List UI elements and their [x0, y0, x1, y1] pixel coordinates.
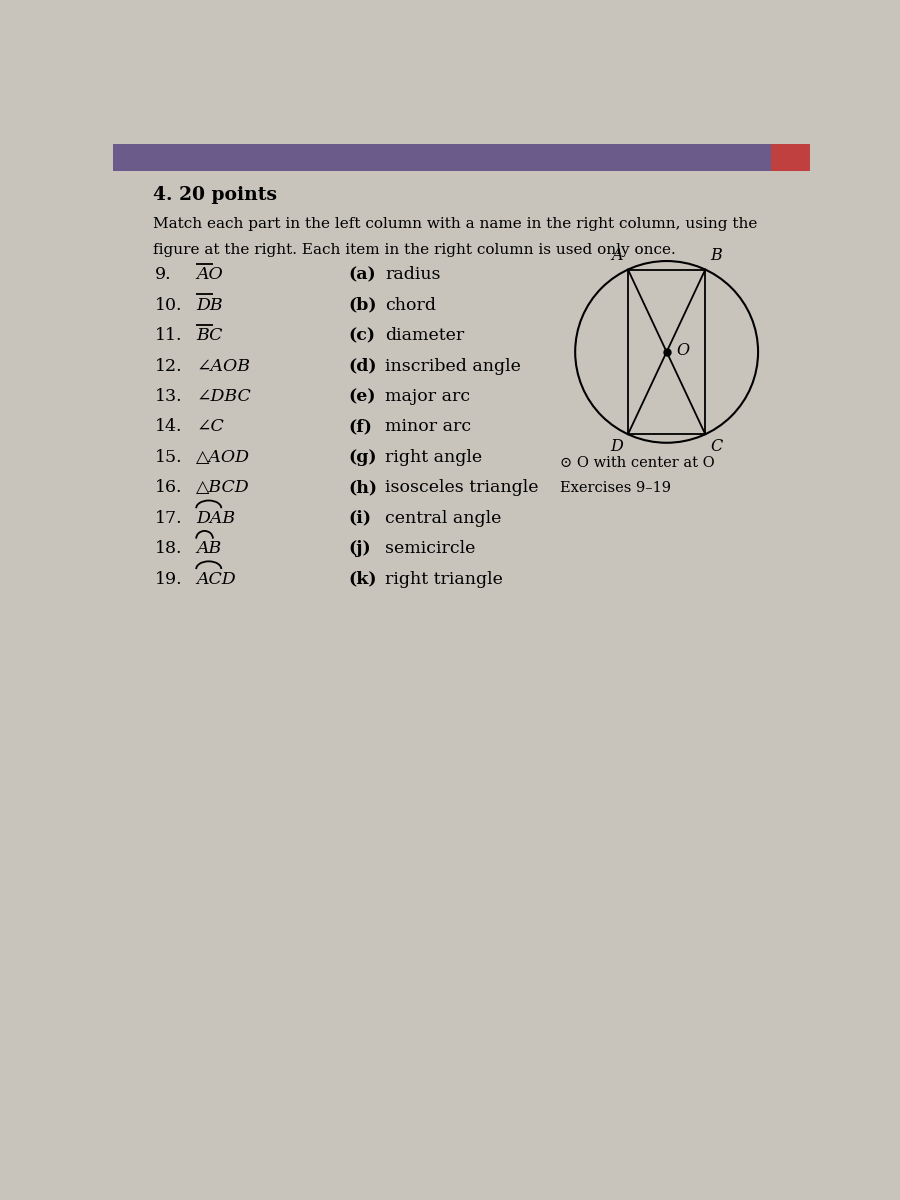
Text: Match each part in the left column with a name in the right column, using the: Match each part in the left column with …	[153, 217, 757, 232]
Text: ⊙ O with center at O: ⊙ O with center at O	[561, 456, 716, 470]
Text: right angle: right angle	[385, 449, 482, 466]
Text: chord: chord	[385, 296, 436, 314]
Bar	[112, 137, 810, 170]
Text: 4. 20 points: 4. 20 points	[153, 186, 277, 204]
Text: 10.: 10.	[155, 296, 183, 314]
Text: BC: BC	[196, 328, 222, 344]
Text: 13.: 13.	[155, 388, 183, 406]
Text: (c): (c)	[349, 328, 376, 344]
Text: 16.: 16.	[155, 479, 183, 497]
Text: △AOD: △AOD	[196, 449, 250, 466]
Text: △BCD: △BCD	[196, 479, 250, 497]
Text: ACD: ACD	[196, 570, 236, 588]
Text: DB: DB	[196, 296, 223, 314]
Text: DAB: DAB	[196, 510, 235, 527]
Text: (i): (i)	[349, 510, 372, 527]
Text: major arc: major arc	[385, 388, 471, 406]
Text: isosceles triangle: isosceles triangle	[385, 479, 539, 497]
Text: (b): (b)	[349, 296, 377, 314]
Text: (g): (g)	[349, 449, 377, 466]
Text: (h): (h)	[349, 479, 378, 497]
Text: (a): (a)	[349, 266, 376, 283]
Text: B: B	[710, 246, 722, 264]
Text: 19.: 19.	[155, 570, 183, 588]
Text: right triangle: right triangle	[385, 570, 503, 588]
Text: O: O	[677, 342, 689, 359]
Text: 18.: 18.	[155, 540, 183, 557]
Text: inscribed angle: inscribed angle	[385, 358, 521, 374]
Text: radius: radius	[385, 266, 441, 283]
Text: AB: AB	[196, 540, 221, 557]
Bar	[771, 137, 810, 170]
Text: diameter: diameter	[385, 328, 464, 344]
Text: 12.: 12.	[155, 358, 183, 374]
Text: C: C	[710, 438, 723, 455]
Text: D: D	[610, 438, 623, 455]
Text: 14.: 14.	[155, 419, 183, 436]
Text: Exercises 9–19: Exercises 9–19	[561, 481, 671, 496]
Text: (k): (k)	[349, 570, 377, 588]
Text: AO: AO	[196, 266, 223, 283]
Text: 17.: 17.	[155, 510, 183, 527]
Text: figure at the right. Each item in the right column is used only once.: figure at the right. Each item in the ri…	[153, 242, 676, 257]
Text: 15.: 15.	[155, 449, 183, 466]
Text: (e): (e)	[349, 388, 376, 406]
Text: (d): (d)	[349, 358, 377, 374]
Text: central angle: central angle	[385, 510, 501, 527]
Text: semicircle: semicircle	[385, 540, 476, 557]
Text: ∠DBC: ∠DBC	[196, 388, 251, 406]
Text: ∠AOB: ∠AOB	[196, 358, 250, 374]
Text: (f): (f)	[349, 419, 373, 436]
Text: 9.: 9.	[155, 266, 172, 283]
Text: (j): (j)	[349, 540, 372, 557]
Text: minor arc: minor arc	[385, 419, 472, 436]
Text: ∠C: ∠C	[196, 419, 224, 436]
Text: 11.: 11.	[155, 328, 183, 344]
Text: A: A	[611, 246, 623, 264]
